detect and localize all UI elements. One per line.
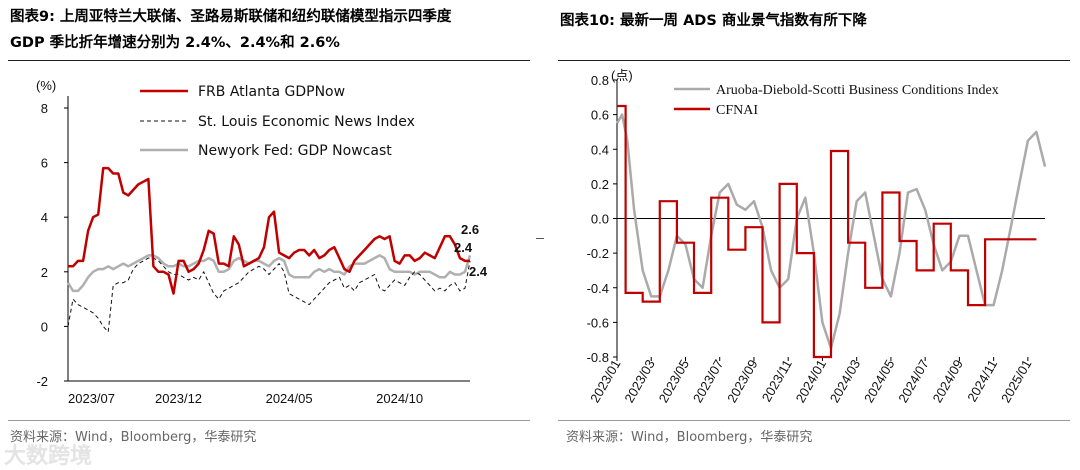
x-tick-label: 2023/07 [690,357,726,405]
x-tick-label: 2023/09 [724,357,760,405]
series-line-stlouis [67,257,471,333]
x-tick-label: 2025/01 [998,357,1034,405]
left-panel: 图表9: 上周亚特兰大联储、圣路易斯联储和纽约联储模型指示四季度 GDP 季比折… [0,0,540,469]
legend-label: FRB Atlanta GDPNow [198,84,345,100]
y-tick-label: -0.2 [587,246,609,261]
left-chart-title-line1: 图表9: 上周亚特兰大联储、圣路易斯联储和纽约联储模型指示四季度 [10,9,452,25]
x-tick-label: 2024/03 [827,357,863,405]
y-axis-unit-label: (点) [611,68,633,83]
right-bottom-rule [558,420,1070,421]
right-chart: 0.8 0.6 0.4 0.2 0.0 -0.2 -0.4 -0.6 -0.8 (点) 2023/0… [587,68,1047,405]
left-chart-title-line2: GDP 季比折年增速分别为 2.4%、2.4%和 2.6% [10,35,340,51]
y-tick-label: 8 [41,101,48,116]
series-line-cfnai [617,104,1037,359]
legend-label: CFNAI [716,103,758,118]
left-chart: (%) 8 6 4 2 0 -2 2023/07 2023/12 2024/05 2024/10 FR… [36,78,488,406]
x-tick-label: 2023/07 [68,391,115,406]
x-tick-label: 2023/03 [621,357,657,405]
y-tick-label: 0.2 [591,177,609,192]
left-source-note: 资料来源：Wind，Bloomberg，华泰研究 [10,430,257,445]
x-tick-label: 2024/11 [964,357,1000,404]
x-tick-label: 2024/07 [895,357,931,405]
y-tick-label: 4 [41,210,48,225]
y-tick-label: 0.8 [591,73,609,88]
panel-separator-mark [536,238,544,239]
y-tick-label: 0.4 [591,142,609,157]
x-tick-label: 2023/05 [656,357,692,405]
y-tick-label: -2 [36,374,48,389]
series-line-atlanta [68,166,470,295]
y-tick-label: 0.6 [591,108,609,123]
y-tick-label: -0.4 [587,281,609,296]
x-tick-label: 2024/10 [376,391,423,406]
x-tick-label: 2023/11 [759,357,795,404]
right-panel: 图表10: 最新一周 ADS 商业景气指数有所下降 0.8 0.6 0.4 0.2 0.… [540,0,1080,467]
y-tick-label: 0 [41,319,48,334]
y-axis-unit-label: (%) [36,78,56,93]
right-source-note: 资料来源：Wind，Bloomberg，华泰研究 [566,430,813,445]
end-value-label: 2.4 [454,240,473,255]
legend-label: Newyork Fed: GDP Nowcast [198,143,392,159]
x-tick-label: 2024/05 [861,357,897,405]
y-tick-label: -0.8 [587,350,609,365]
right-chart-title: 图表10: 最新一周 ADS 商业景气指数有所下降 [560,13,867,29]
end-value-label: 2.4 [469,264,488,279]
legend-label: St. Louis Economic News Index [198,114,415,130]
y-tick-label: -0.6 [587,315,609,330]
end-value-label: 2.6 [461,222,479,237]
y-tick-label: 6 [41,156,48,171]
series-line-ads [615,113,1047,350]
left-title-rule [8,60,530,61]
x-tick-label: 2024/05 [266,391,313,406]
left-bottom-rule [8,420,530,421]
y-tick-label: 0.0 [591,212,609,227]
legend-label: Aruoba-Diebold-Scotti Business Condition… [716,83,999,98]
right-title-rule [558,60,1070,61]
x-tick-label: 2024/09 [930,357,966,405]
x-tick-label: 2024/01 [793,357,829,405]
y-tick-label: 2 [41,265,48,280]
series-line-newyork [66,254,472,293]
watermark: 大数跨境 [4,444,93,469]
x-tick-label: 2023/12 [155,391,202,406]
